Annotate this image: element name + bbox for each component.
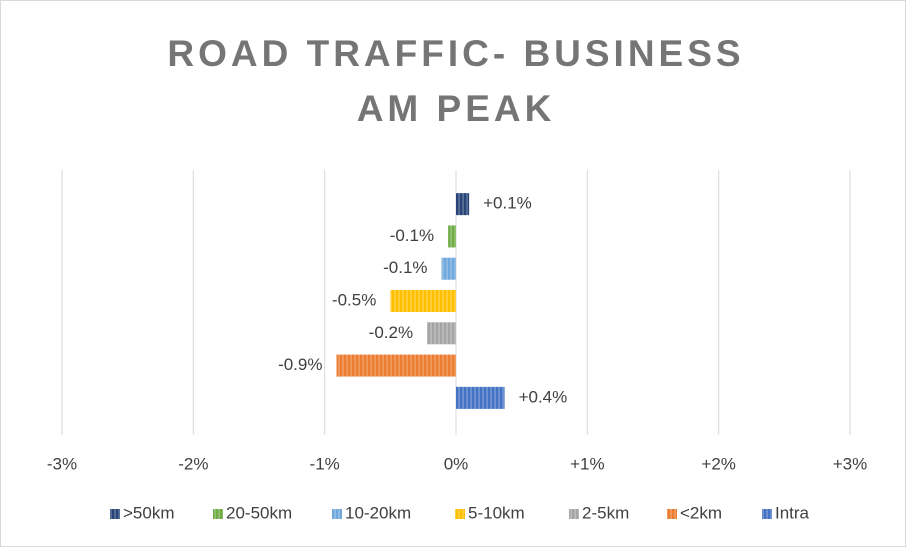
legend-label: Intra: [775, 503, 810, 522]
x-tick-label: +1%: [570, 454, 605, 473]
data-label: -0.1%: [383, 258, 427, 277]
legend-label: 5-10km: [468, 503, 525, 522]
legend-label: 10-20km: [345, 503, 411, 522]
bar-texture: [390, 290, 456, 312]
legend-label: 2-5km: [582, 503, 629, 522]
data-label: +0.4%: [519, 387, 568, 406]
bar-texture: [456, 386, 505, 409]
legend-label: 20-50km: [226, 503, 292, 522]
chart-title: AM PEAK: [357, 88, 556, 129]
x-tick-label: +2%: [701, 454, 736, 473]
bar-texture: [456, 193, 470, 216]
data-label: -0.1%: [390, 226, 434, 245]
x-tick-label: +3%: [833, 454, 868, 473]
x-tick-label: -1%: [310, 454, 340, 473]
data-label: -0.5%: [332, 290, 376, 309]
bar-texture: [336, 354, 456, 377]
bar-texture: [441, 257, 456, 280]
legend-label: <2km: [680, 503, 722, 522]
x-tick-label: -3%: [47, 454, 77, 473]
legend-label: >50km: [123, 503, 175, 522]
data-label: -0.9%: [278, 355, 322, 374]
legend-swatch-texture: [569, 509, 579, 519]
legend-swatch-texture: [332, 509, 342, 519]
legend-swatch-texture: [667, 509, 677, 519]
legend-swatch-texture: [455, 509, 465, 519]
legend-swatch-texture: [213, 509, 223, 519]
data-label: +0.1%: [483, 194, 532, 213]
bar-texture: [427, 322, 456, 345]
chart-title: ROAD TRAFFIC- BUSINESS: [167, 33, 744, 74]
x-tick-label: 0%: [444, 454, 469, 473]
legend-swatch-texture: [762, 509, 772, 519]
data-label: -0.2%: [369, 323, 413, 342]
legend-swatch-texture: [110, 509, 120, 519]
x-tick-label: -2%: [178, 454, 208, 473]
bar-texture: [448, 225, 456, 248]
